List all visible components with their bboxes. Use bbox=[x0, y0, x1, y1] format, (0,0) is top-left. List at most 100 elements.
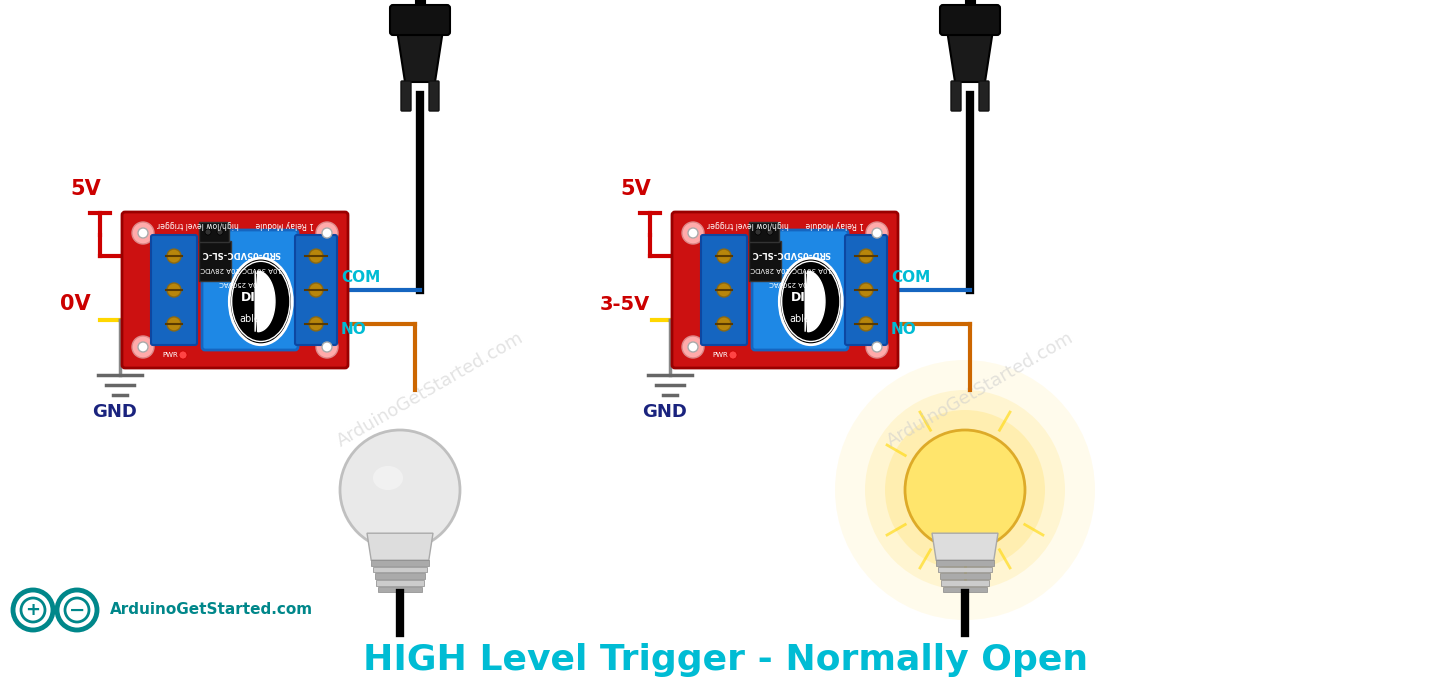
Circle shape bbox=[688, 228, 698, 238]
Circle shape bbox=[682, 336, 704, 358]
Circle shape bbox=[865, 336, 889, 358]
Text: COM: COM bbox=[892, 270, 931, 285]
Text: ArduinoGetStarted.com: ArduinoGetStarted.com bbox=[110, 603, 314, 617]
FancyBboxPatch shape bbox=[199, 222, 229, 242]
Polygon shape bbox=[256, 271, 274, 332]
Ellipse shape bbox=[835, 360, 1095, 620]
Bar bbox=[376, 580, 424, 586]
Polygon shape bbox=[947, 30, 993, 82]
Text: HIGH Level Trigger - Normally Open: HIGH Level Trigger - Normally Open bbox=[363, 643, 1089, 677]
FancyBboxPatch shape bbox=[749, 241, 781, 281]
Circle shape bbox=[309, 249, 322, 263]
FancyBboxPatch shape bbox=[199, 241, 231, 281]
Circle shape bbox=[860, 317, 873, 331]
Text: 5V: 5V bbox=[620, 179, 650, 199]
Text: COM: COM bbox=[341, 270, 380, 285]
Circle shape bbox=[860, 283, 873, 297]
Text: NO: NO bbox=[892, 322, 916, 337]
Bar bbox=[378, 586, 423, 592]
FancyBboxPatch shape bbox=[672, 212, 897, 368]
Ellipse shape bbox=[781, 261, 839, 342]
Circle shape bbox=[167, 283, 182, 297]
Circle shape bbox=[873, 342, 881, 352]
Polygon shape bbox=[932, 533, 998, 560]
Circle shape bbox=[138, 228, 148, 238]
Circle shape bbox=[167, 317, 182, 331]
Circle shape bbox=[138, 342, 148, 352]
Ellipse shape bbox=[780, 258, 842, 345]
Text: DIY: DIY bbox=[241, 291, 264, 303]
Text: ables: ables bbox=[790, 314, 816, 324]
FancyBboxPatch shape bbox=[401, 81, 411, 111]
Ellipse shape bbox=[886, 410, 1045, 570]
Bar bbox=[937, 560, 993, 565]
Circle shape bbox=[309, 283, 322, 297]
Bar bbox=[375, 573, 425, 579]
Text: 1 Relay Module       high/low level trigger: 1 Relay Module high/low level trigger bbox=[707, 220, 864, 229]
FancyBboxPatch shape bbox=[151, 235, 197, 345]
Circle shape bbox=[205, 229, 211, 235]
Polygon shape bbox=[367, 533, 433, 560]
Bar bbox=[372, 560, 428, 565]
FancyBboxPatch shape bbox=[202, 230, 298, 350]
Text: +: + bbox=[26, 601, 41, 619]
Text: ArduinoGetStarted.com: ArduinoGetStarted.com bbox=[334, 329, 527, 451]
Circle shape bbox=[216, 229, 224, 235]
Text: SRD-05VDC-SL-C: SRD-05VDC-SL-C bbox=[751, 249, 831, 258]
Circle shape bbox=[322, 228, 333, 238]
Circle shape bbox=[132, 336, 154, 358]
Text: SRD-05VDC-SL-C: SRD-05VDC-SL-C bbox=[202, 249, 280, 258]
Circle shape bbox=[865, 222, 889, 244]
Circle shape bbox=[132, 222, 154, 244]
Bar bbox=[941, 580, 989, 586]
FancyBboxPatch shape bbox=[749, 222, 780, 242]
Bar bbox=[938, 567, 992, 572]
Ellipse shape bbox=[229, 258, 292, 345]
Bar bbox=[939, 573, 990, 579]
Text: −: − bbox=[68, 600, 86, 619]
FancyBboxPatch shape bbox=[752, 230, 848, 350]
Circle shape bbox=[317, 336, 338, 358]
Circle shape bbox=[682, 222, 704, 244]
FancyBboxPatch shape bbox=[295, 235, 337, 345]
FancyBboxPatch shape bbox=[939, 5, 1000, 35]
Circle shape bbox=[717, 317, 730, 331]
Polygon shape bbox=[804, 271, 825, 332]
Text: ArduinoGetStarted.com: ArduinoGetStarted.com bbox=[883, 329, 1076, 451]
FancyBboxPatch shape bbox=[951, 81, 961, 111]
Text: ables: ables bbox=[240, 314, 266, 324]
Circle shape bbox=[873, 228, 881, 238]
Circle shape bbox=[317, 222, 338, 244]
Ellipse shape bbox=[232, 261, 290, 342]
Circle shape bbox=[860, 249, 873, 263]
Bar bbox=[944, 586, 987, 592]
FancyBboxPatch shape bbox=[391, 5, 450, 35]
FancyBboxPatch shape bbox=[428, 81, 439, 111]
Circle shape bbox=[167, 249, 182, 263]
Text: 0V: 0V bbox=[60, 294, 90, 314]
FancyBboxPatch shape bbox=[122, 212, 348, 368]
Text: NO: NO bbox=[341, 322, 367, 337]
Text: 3-5V: 3-5V bbox=[600, 295, 650, 314]
Text: PWR: PWR bbox=[711, 352, 727, 358]
Text: 1 Relay Module       high/low level trigger: 1 Relay Module high/low level trigger bbox=[157, 220, 314, 229]
FancyBboxPatch shape bbox=[979, 81, 989, 111]
FancyBboxPatch shape bbox=[701, 235, 746, 345]
Circle shape bbox=[688, 342, 698, 352]
Text: 10A 30VDC 10A 28VDC: 10A 30VDC 10A 28VDC bbox=[200, 266, 282, 273]
Circle shape bbox=[717, 249, 730, 263]
Circle shape bbox=[905, 430, 1025, 550]
Circle shape bbox=[729, 351, 738, 359]
Circle shape bbox=[717, 283, 730, 297]
Text: GND: GND bbox=[642, 403, 687, 421]
Circle shape bbox=[322, 342, 333, 352]
Text: 10A 250VAC: 10A 250VAC bbox=[770, 280, 813, 286]
Text: DIY: DIY bbox=[791, 291, 815, 303]
Circle shape bbox=[767, 229, 772, 235]
Text: GND: GND bbox=[91, 403, 136, 421]
Circle shape bbox=[755, 229, 761, 235]
Circle shape bbox=[309, 317, 322, 331]
FancyBboxPatch shape bbox=[845, 235, 887, 345]
Bar bbox=[373, 567, 427, 572]
Ellipse shape bbox=[865, 390, 1064, 590]
